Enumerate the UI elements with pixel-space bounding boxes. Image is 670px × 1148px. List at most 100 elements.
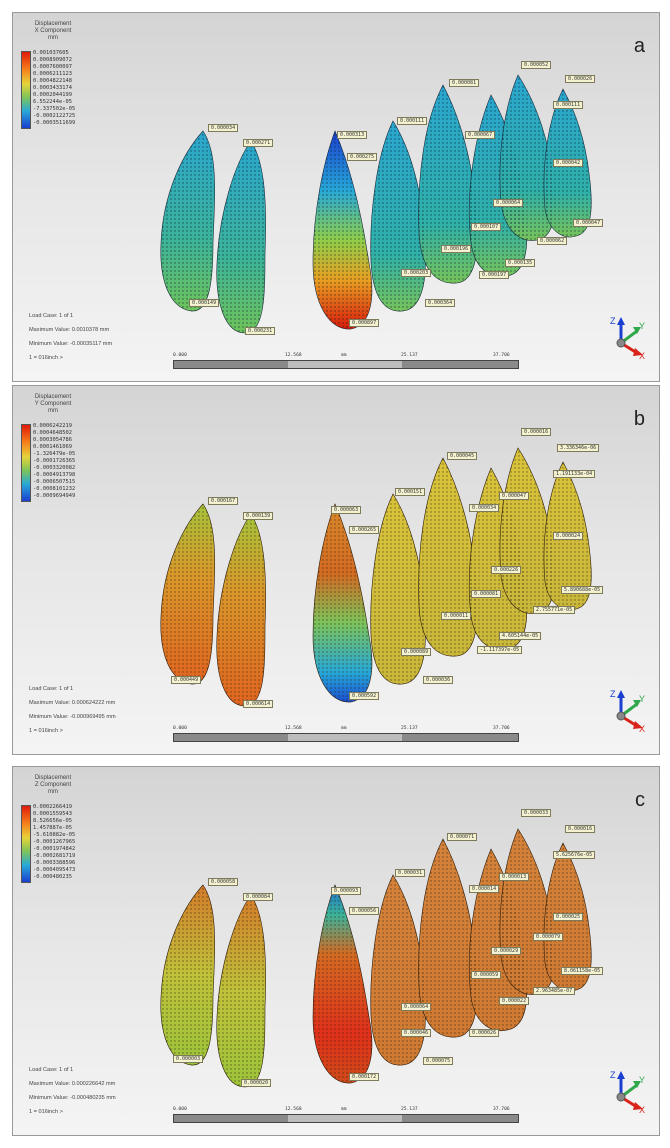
axis-triad-icon: Z Y X bbox=[610, 316, 645, 359]
probe-label[interactable]: 0.000197 bbox=[479, 271, 510, 279]
probe-label[interactable]: 0.000075 bbox=[423, 1057, 454, 1065]
probe-label[interactable]: 0.000265 bbox=[349, 526, 380, 534]
probe-label[interactable]: 0.000081 bbox=[471, 590, 502, 598]
load-case-text: Load Case: 1 of 1 bbox=[29, 1067, 74, 1073]
legend-value: 0.0002266419 bbox=[33, 804, 72, 810]
legend-value: -1.326479e-05 bbox=[33, 451, 76, 457]
probe-label[interactable]: 0.000013 bbox=[499, 873, 530, 881]
probe-label[interactable]: 0.000033 bbox=[521, 809, 552, 817]
probe-label[interactable]: 0.000067 bbox=[465, 131, 496, 139]
probe-label[interactable]: 0.000449 bbox=[171, 676, 202, 684]
probe-label[interactable]: 0.000139 bbox=[243, 512, 274, 520]
probe-label[interactable]: 0.000056 bbox=[349, 907, 380, 915]
probe-label[interactable]: 0.000034 bbox=[208, 124, 239, 132]
probe-label[interactable]: 0.000107 bbox=[471, 223, 502, 231]
legend-value: 0.0007600097 bbox=[33, 64, 72, 70]
probe-label[interactable]: 0.000047 bbox=[573, 219, 604, 227]
probe-label[interactable]: 0.000020 bbox=[241, 1079, 272, 1087]
scale-tick: 12.568 bbox=[285, 1107, 302, 1112]
probe-label[interactable]: 5.625676e-05 bbox=[553, 851, 596, 859]
probe-label[interactable]: 0.000016 bbox=[521, 428, 552, 436]
probe-label[interactable]: 0.000071 bbox=[447, 833, 478, 841]
probe-label[interactable]: 0.000313 bbox=[337, 131, 368, 139]
probe-label[interactable]: 0.000047 bbox=[499, 492, 530, 500]
probe-label[interactable]: 0.000036 bbox=[423, 676, 454, 684]
probe-label[interactable]: 0.000024 bbox=[553, 532, 584, 540]
probe-label[interactable]: 0.000064 bbox=[493, 199, 524, 207]
scale-tick: 37.706 bbox=[493, 1107, 510, 1112]
probe-label[interactable]: 5.890688e-05 bbox=[561, 586, 604, 594]
scale-tick: 0.000 bbox=[173, 726, 187, 731]
load-case-text: Load Case: 1 of 1 bbox=[29, 313, 74, 319]
probe-label[interactable]: 0.000084 bbox=[243, 893, 274, 901]
probe-label[interactable]: 0.000172 bbox=[349, 1073, 380, 1081]
legend-value: 1.457887e-05 bbox=[33, 825, 72, 831]
probe-label[interactable]: 0.000149 bbox=[189, 299, 220, 307]
probe-label[interactable]: 0.000022 bbox=[499, 997, 530, 1005]
probe-label[interactable]: -1.117397e-05 bbox=[477, 646, 523, 654]
probe-label[interactable]: 0.000231 bbox=[245, 327, 276, 335]
probe-label[interactable]: 0.000275 bbox=[347, 153, 378, 161]
legend-value: 0.0003054786 bbox=[33, 437, 72, 443]
legend-value: -0.000480235 bbox=[33, 874, 72, 880]
scale-tick: 0.000 bbox=[173, 1107, 187, 1112]
svg-text:Y: Y bbox=[639, 694, 645, 704]
probe-label[interactable]: 0.000203 bbox=[401, 269, 432, 277]
probe-label[interactable]: 0.000042 bbox=[553, 159, 584, 167]
probe-label[interactable]: 0.000034 bbox=[469, 504, 500, 512]
probe-label[interactable]: 0.000196 bbox=[441, 245, 472, 253]
min-value-text: Minimum Value: -0.000969495 mm bbox=[29, 714, 116, 720]
probe-label[interactable]: 2.963485e-07 bbox=[533, 987, 576, 995]
probe-label[interactable]: 0.000059 bbox=[471, 971, 502, 979]
probe-label[interactable]: 0.000271 bbox=[243, 139, 274, 147]
probe-label[interactable]: 4.605144e-05 bbox=[499, 632, 542, 640]
axis-triad-icon: Z Y X bbox=[610, 1070, 645, 1113]
probe-label[interactable]: 0.000031 bbox=[395, 869, 426, 877]
probe-label[interactable]: 0.000592 bbox=[349, 692, 380, 700]
probe-label[interactable]: 0.000026 bbox=[469, 1029, 500, 1037]
probe-label[interactable]: 0.000151 bbox=[395, 488, 426, 496]
panel-c: c Displacement Z Component mm 0.00022664… bbox=[12, 766, 660, 1136]
legend-value: -0.0001726365 bbox=[33, 458, 76, 464]
probe-label[interactable]: 0.000064 bbox=[401, 1003, 432, 1011]
color-legend-bar bbox=[21, 424, 31, 502]
panel-label-b: b bbox=[633, 408, 645, 430]
probe-label[interactable]: 0.000026 bbox=[565, 75, 596, 83]
probe-label[interactable]: 0.000063 bbox=[331, 506, 362, 514]
probe-label[interactable]: 0.000011 bbox=[441, 612, 472, 620]
max-value-text: Maximum Value: 0.0010378 mm bbox=[29, 327, 110, 333]
min-value-text: Minimum Value: -0.00035117 mm bbox=[29, 341, 113, 347]
legend-title-line: mm bbox=[48, 789, 58, 795]
probe-label[interactable]: 0.000226 bbox=[491, 566, 522, 574]
probe-label[interactable]: 0.000093 bbox=[331, 887, 362, 895]
probe-label[interactable]: 0.000111 bbox=[553, 101, 584, 109]
scale-unit: mm bbox=[341, 1107, 347, 1112]
probe-label[interactable]: 0.000089 bbox=[401, 648, 432, 656]
probe-label[interactable]: 0.000016 bbox=[565, 825, 596, 833]
probe-label[interactable]: 0.000364 bbox=[425, 299, 456, 307]
probe-label[interactable]: 0.000897 bbox=[349, 319, 380, 327]
probe-label[interactable]: 0.000003 bbox=[173, 1055, 204, 1063]
legend-title-line: Y Component bbox=[34, 401, 72, 407]
probe-label[interactable]: 0.000614 bbox=[243, 700, 274, 708]
probe-label[interactable]: 0.000046 bbox=[401, 1029, 432, 1037]
probe-label[interactable]: 0.000062 bbox=[537, 237, 568, 245]
panel-label-c: c bbox=[635, 789, 645, 811]
probe-label[interactable]: 0.000045 bbox=[447, 452, 478, 460]
probe-label[interactable]: 0.000081 bbox=[449, 79, 480, 87]
legend-values: 0.001037605 0.0008909072 0.0007600097 0.… bbox=[33, 50, 75, 127]
probe-label[interactable]: 0.000029 bbox=[491, 947, 522, 955]
probe-label[interactable]: 1.191133e-04 bbox=[553, 470, 596, 478]
probe-label[interactable]: 2.755771e-05 bbox=[533, 606, 576, 614]
probe-label[interactable]: 8.061158e-05 bbox=[561, 967, 604, 975]
scale-tick: 37.706 bbox=[493, 353, 510, 358]
probe-label[interactable]: 0.000014 bbox=[469, 885, 500, 893]
probe-label[interactable]: 0.000025 bbox=[553, 913, 584, 921]
probe-label[interactable]: 0.000111 bbox=[397, 117, 428, 125]
probe-label[interactable]: 3.336346e-06 bbox=[557, 444, 600, 452]
probe-label[interactable]: 0.000167 bbox=[208, 497, 239, 505]
probe-label[interactable]: 0.000058 bbox=[208, 878, 239, 886]
probe-label[interactable]: 0.000079 bbox=[533, 933, 564, 941]
probe-label[interactable]: 0.000052 bbox=[521, 61, 552, 69]
probe-label[interactable]: 0.000135 bbox=[505, 259, 536, 267]
